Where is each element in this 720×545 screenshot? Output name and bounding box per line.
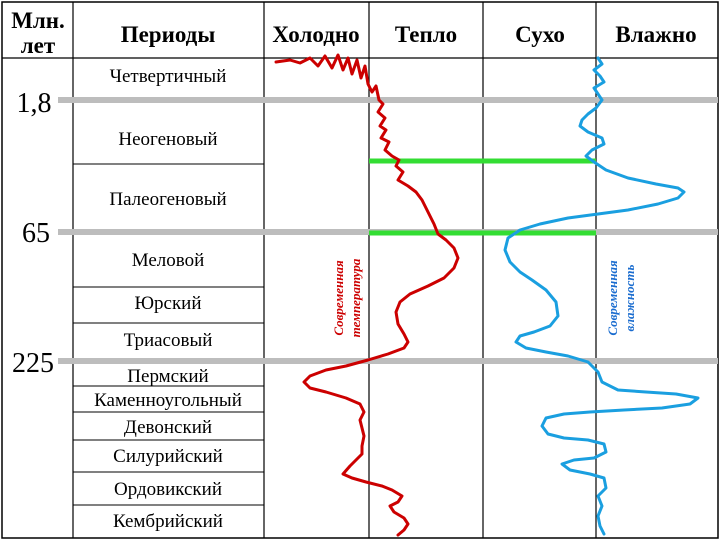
note-humidity-line1: Современная [605, 260, 620, 336]
period-label: Пермский [127, 366, 208, 387]
header-warm: Тепло [395, 22, 457, 47]
note-humidity-line2: влажность [622, 264, 637, 331]
period-label: Кембрийский [113, 511, 223, 532]
period-label: Меловой [132, 250, 205, 271]
age-mark-65: 65 [22, 218, 50, 249]
period-row-lines [73, 163, 264, 506]
header-wet: Влажно [615, 22, 696, 47]
temperature-curve [274, 53, 460, 537]
note-temperature-line2: температура [348, 258, 363, 337]
header-periods: Периоды [121, 22, 216, 47]
period-label: Юрский [134, 293, 201, 314]
age-mark-1-8: 1,8 [17, 88, 52, 119]
period-label: Неогеновый [118, 129, 217, 150]
period-label: Ордовикский [114, 479, 222, 500]
note-modern-temperature: Современная температура [331, 258, 363, 337]
period-label: Четвертичный [110, 66, 227, 87]
age-mark-225: 225 [12, 348, 54, 379]
note-temperature-line1: Современная [331, 260, 346, 336]
header-dry: Сухо [515, 22, 565, 47]
note-modern-humidity: Современная влажность [605, 260, 637, 336]
header-age-line2: лет [21, 33, 56, 58]
humidity-curve [503, 56, 700, 536]
period-label: Девонский [124, 417, 212, 438]
period-labels: Четвертичный Неогеновый Палеогеновый Мел… [94, 66, 242, 532]
period-label: Силурийский [113, 446, 223, 467]
period-label: Триасовый [124, 330, 213, 351]
period-label: Палеогеновый [109, 189, 226, 210]
header-cold: Холодно [272, 22, 359, 47]
period-label: Каменноугольный [94, 390, 242, 411]
header-age-line1: Млн. [11, 8, 65, 33]
